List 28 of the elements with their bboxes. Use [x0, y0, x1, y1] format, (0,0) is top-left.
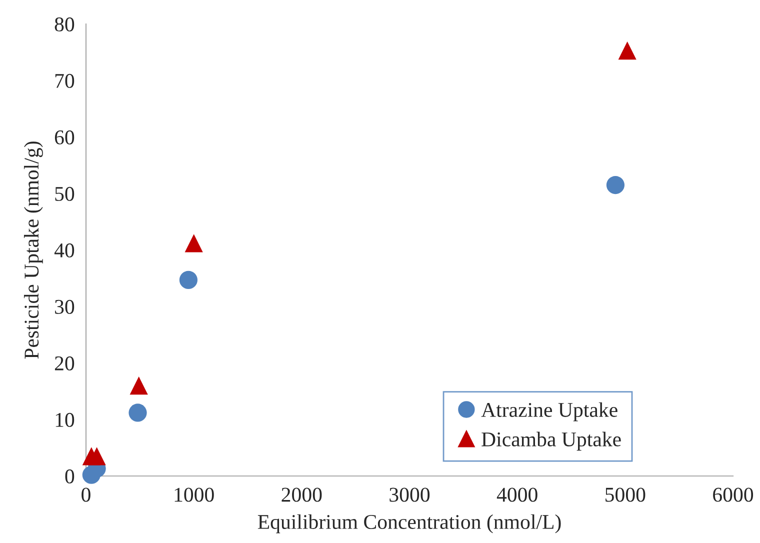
legend-label: Dicamba Uptake — [482, 432, 621, 451]
y-axis-title: Pesticide Uptake (nmol/g) — [24, 142, 43, 359]
y-tick-label: 50 — [55, 186, 74, 201]
y-tick-label: 0 — [65, 469, 74, 484]
x-tick-label: 4000 — [496, 488, 538, 502]
point — [82, 466, 100, 484]
x-tick-label: 2000 — [282, 488, 322, 502]
x-tick-label: 5000 — [606, 488, 646, 502]
y-tick-label: 60 — [54, 130, 74, 144]
point — [184, 234, 203, 252]
point — [82, 447, 100, 466]
point — [128, 404, 147, 422]
y-tick-label: 20 — [54, 356, 74, 370]
y-tick-label: 70 — [55, 74, 74, 88]
point — [179, 270, 198, 289]
x-tick-label: 0 — [82, 488, 90, 502]
y-tick-label: 40 — [54, 243, 74, 258]
y-tick-label: 30 — [55, 300, 74, 314]
y-tick-label: 80 — [54, 17, 74, 32]
point — [606, 176, 625, 194]
x-tick-label: 3000 — [390, 488, 430, 502]
y-tick-label: 10 — [56, 412, 74, 427]
x-tick-label: 6000 — [713, 488, 754, 502]
point — [130, 376, 148, 395]
legend-label: Atrazine Uptake — [481, 402, 618, 422]
point — [618, 42, 636, 60]
x-axis-title: Equilibrium Concentration (nmol/L) — [258, 514, 561, 534]
x-tick-label: 1000 — [174, 488, 214, 502]
